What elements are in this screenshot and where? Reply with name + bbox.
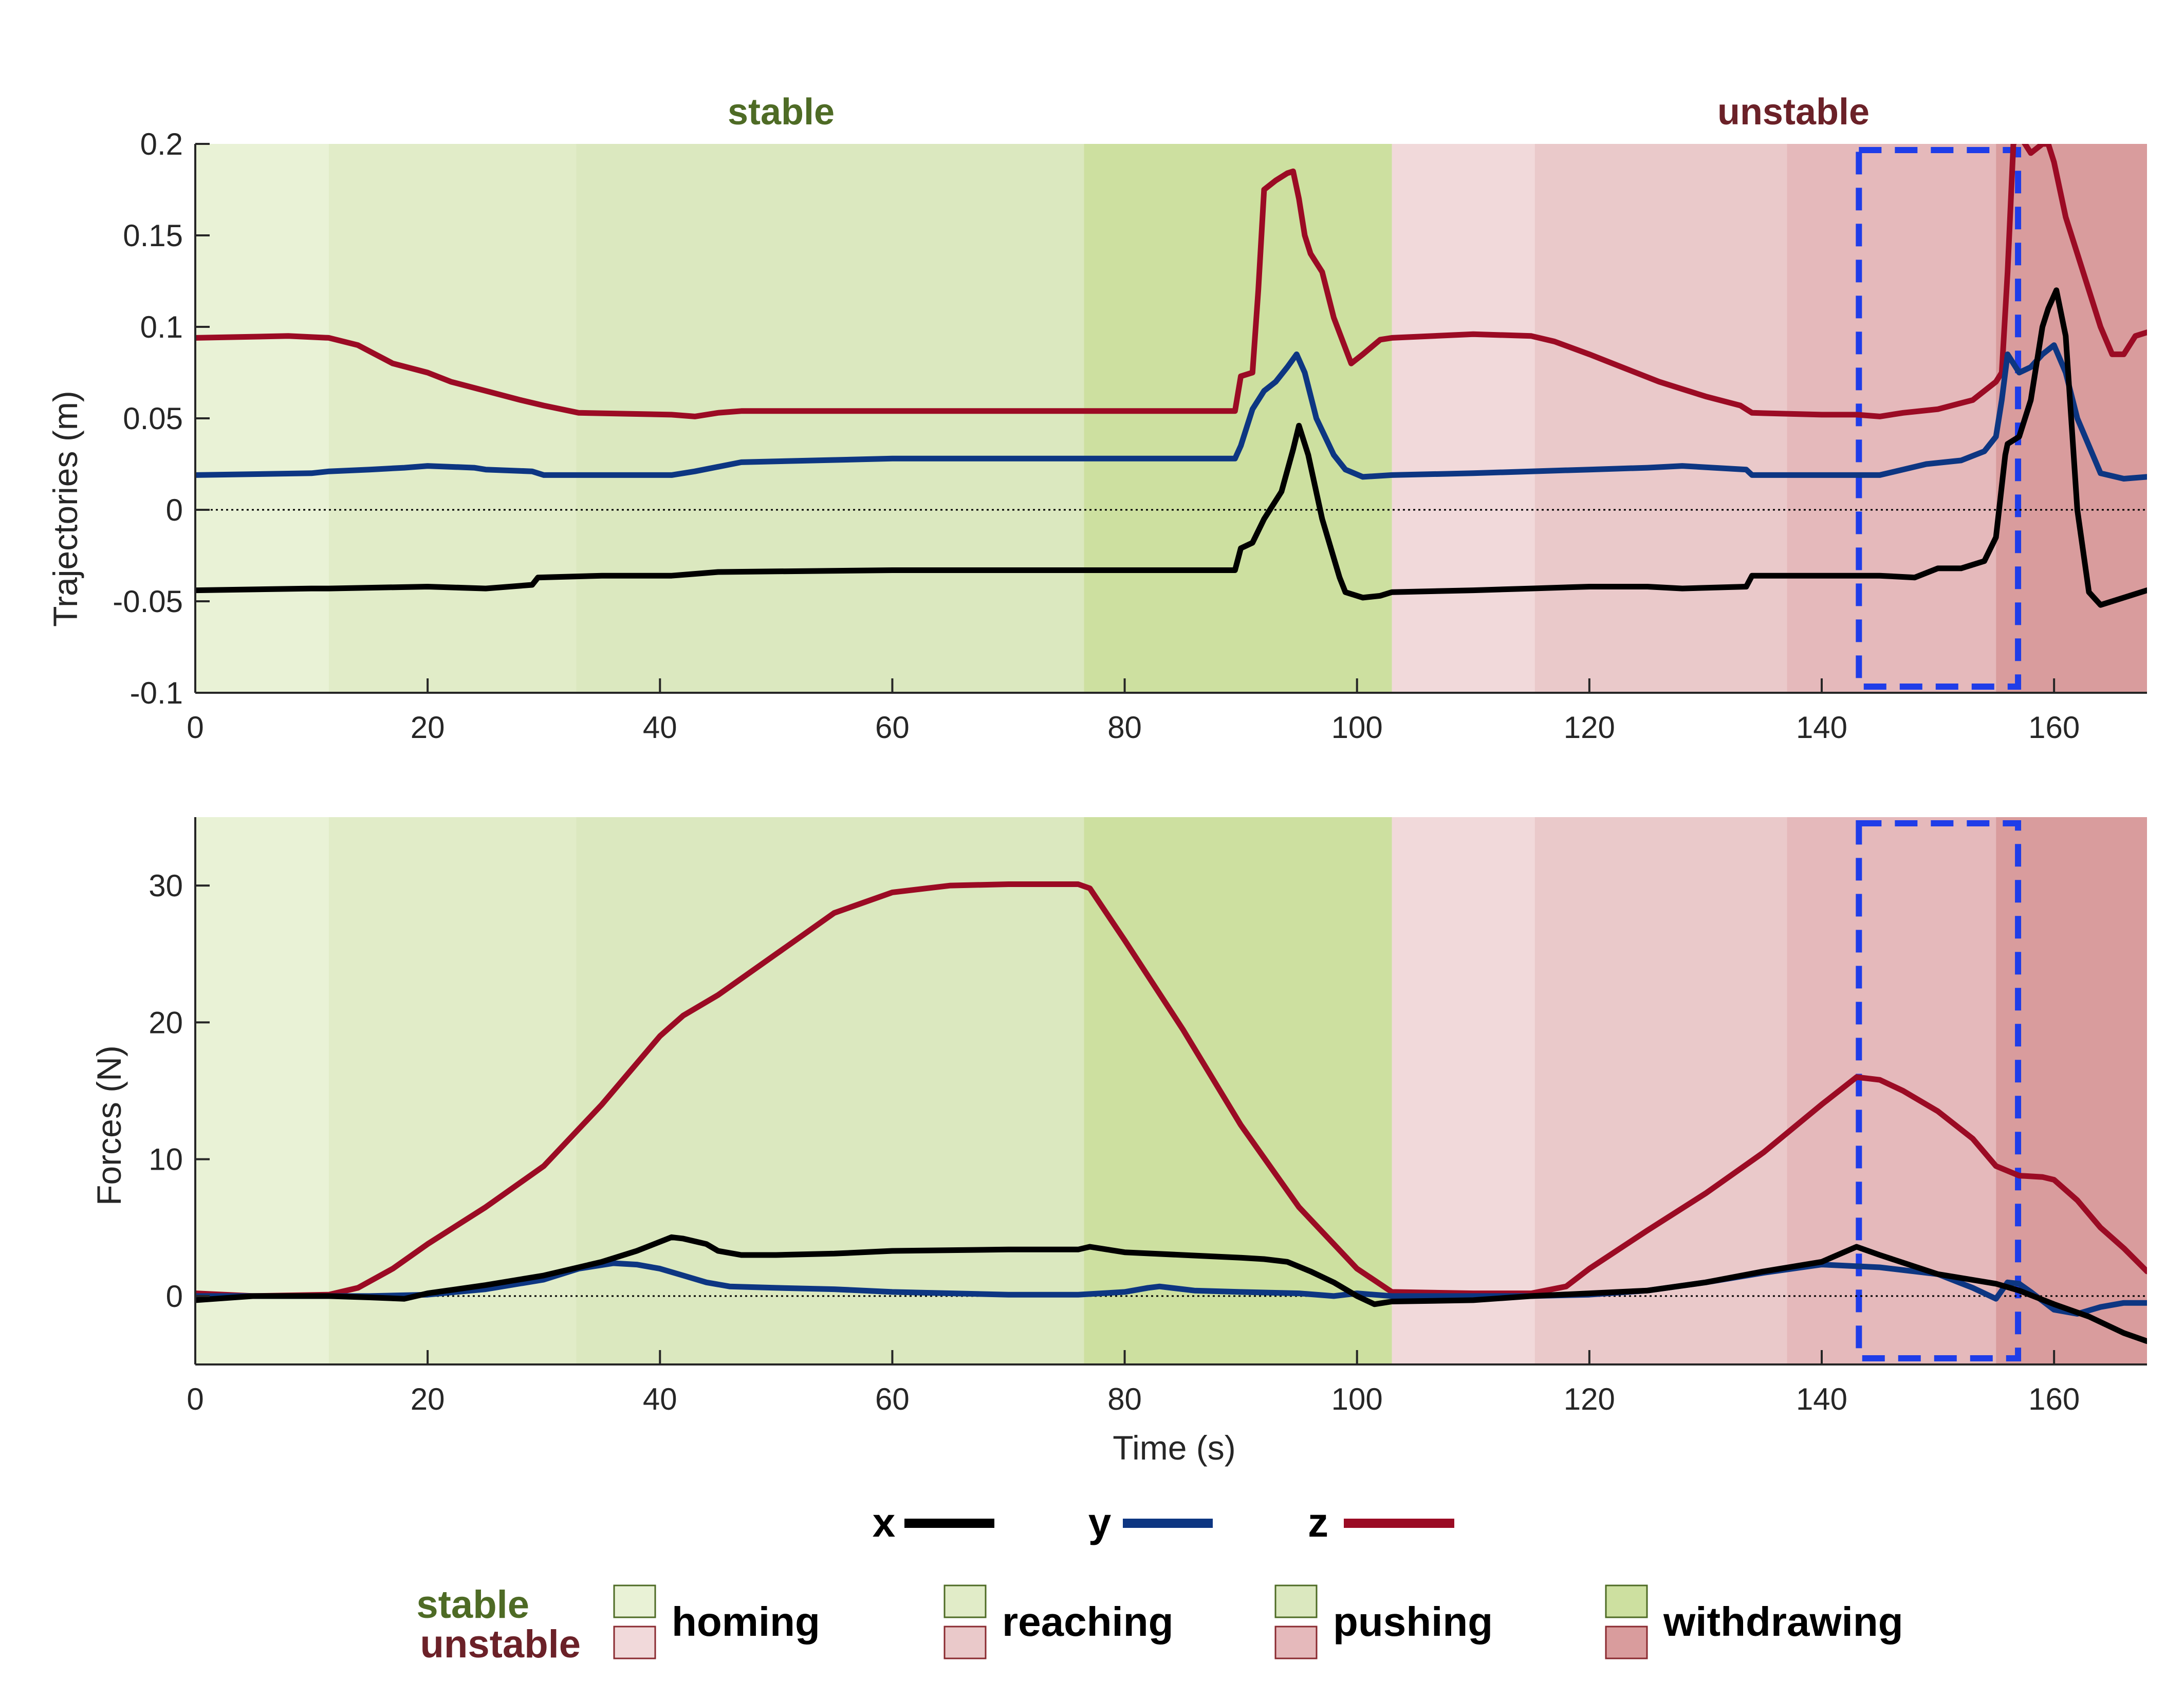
legend-y-label: y [1088,1500,1112,1545]
x-tick-label: 80 [1107,1382,1142,1416]
unstable-header: unstable [1717,91,1870,133]
x-tick-label: 100 [1331,1382,1383,1416]
x-tick-label: 20 [411,1382,445,1416]
x-tick-label: 100 [1331,710,1383,745]
unstable-reaching-swatch [943,1626,987,1659]
unstable-withdrawing-band [1996,817,2147,1364]
unstable-homing-swatch [613,1626,656,1659]
x-tick-label: 20 [411,710,445,745]
unstable-homing-band [1392,817,1535,1364]
x-tick-label: 120 [1564,710,1615,745]
legend-stable-label: stable [416,1583,529,1627]
y-tick-labels: -0.1 -0.05 0 0.05 0.1 0.15 0.2 [113,127,210,710]
highlight-box-rect [1856,147,2022,690]
stable-withdrawing-band [1084,817,1392,1364]
x-tick-label: 0 [187,710,203,745]
x-tick-label: 40 [643,710,677,745]
stable-pushing-band [576,817,1084,1364]
unstable-withdrawing-swatch [1605,1626,1648,1659]
x-tick-label: 120 [1564,1382,1615,1416]
x-tick-label: 0 [187,1382,203,1416]
highlight-box [1856,147,2022,690]
y-tick-label: 30 [149,869,183,903]
stable-pushing-band [576,144,1084,693]
stable-homing-band [195,817,329,1364]
y-tick-label: 0.15 [123,218,183,253]
stable-homing-swatch [613,1584,656,1618]
x-tick-labels: 0 20 40 60 80 100 120 140 160 [187,678,2080,745]
unstable-pushing-swatch [1274,1626,1318,1659]
phase-legend: stable unstable homing reaching pushing wit… [416,1583,1903,1666]
unstable-reaching-band [1534,144,1787,693]
y-tick-label: -0.05 [113,584,183,619]
forces-panel: 0 20 40 60 80 100 120 140 160 0 10 20 30 Forces (N)… [90,817,2147,1467]
x-tick-label: 80 [1107,710,1142,745]
x-tick-label: 160 [2028,710,2080,745]
legend-x-label: x [873,1500,896,1545]
phase-withdrawing-label: withdrawing [1663,1599,1903,1645]
x-tick-labels: 0 20 40 60 80 100 120 140 160 [187,1350,2080,1416]
y-tick-label: 0 [166,493,183,527]
x-tick-label: 140 [1796,1382,1847,1416]
series-lines [195,881,2147,1344]
stable-pushing-swatch [1274,1584,1318,1618]
unstable-pushing-band [1787,817,1996,1364]
trajectories-panel: 0 20 40 60 80 100 120 140 160 -0.1 -0.05 0 0.05 0.1 0… [46,127,2147,745]
phase-homing-label: homing [672,1599,820,1645]
stable-reaching-swatch [943,1584,987,1618]
phase-backgrounds [195,817,2147,1364]
stable-homing-band [195,144,329,693]
y-tick-label: 10 [149,1142,183,1177]
highlight-box-rect [1856,820,2022,1361]
series-y-line [195,1260,2147,1317]
line-legend: x y z [873,1500,1454,1545]
y-tick-label: 20 [149,1005,183,1040]
y-tick-label: 0.2 [140,127,183,161]
x-tick-label: 60 [875,710,910,745]
series-lines [195,144,2147,608]
stable-reaching-band [328,817,577,1364]
phase-legend-swatches: homing reaching pushing withdrawing [613,1584,1903,1659]
y-axis-label: Trajectories (m) [46,391,84,627]
phase-reaching-label: reaching [1002,1599,1173,1645]
phase-pushing-label: pushing [1333,1599,1493,1645]
y-tick-label: -0.1 [130,676,183,710]
series-y-line [195,342,2147,482]
series-z-line [195,144,2147,419]
phase-backgrounds [195,144,2147,693]
y-tick-label: 0 [166,1279,183,1314]
unstable-pushing-band [1787,144,1996,693]
series-x-line [195,1234,2147,1344]
stable-header: stable [728,91,835,133]
stable-withdrawing-band [1084,144,1392,693]
x-tick-label: 160 [2028,1382,2080,1416]
x-tick-label: 140 [1796,710,1847,745]
x-tick-label: 40 [643,1382,677,1416]
highlight-box [1856,820,2022,1361]
x-axis-label: Time (s) [1113,1429,1236,1467]
x-tick-label: 60 [875,1382,910,1416]
y-tick-labels: 0 10 20 30 [149,869,210,1314]
stable-reaching-band [328,144,577,693]
y-axis-label: Forces (N) [90,1045,128,1206]
legend-unstable-label: unstable [420,1622,581,1666]
unstable-homing-band [1392,144,1535,693]
legend-z-label: z [1308,1500,1328,1545]
stable-withdrawing-swatch [1605,1584,1648,1618]
series-z-line [195,881,2147,1299]
y-tick-label: 0.05 [123,401,183,436]
series-x-line [195,287,2147,608]
y-tick-label: 0.1 [140,310,183,344]
